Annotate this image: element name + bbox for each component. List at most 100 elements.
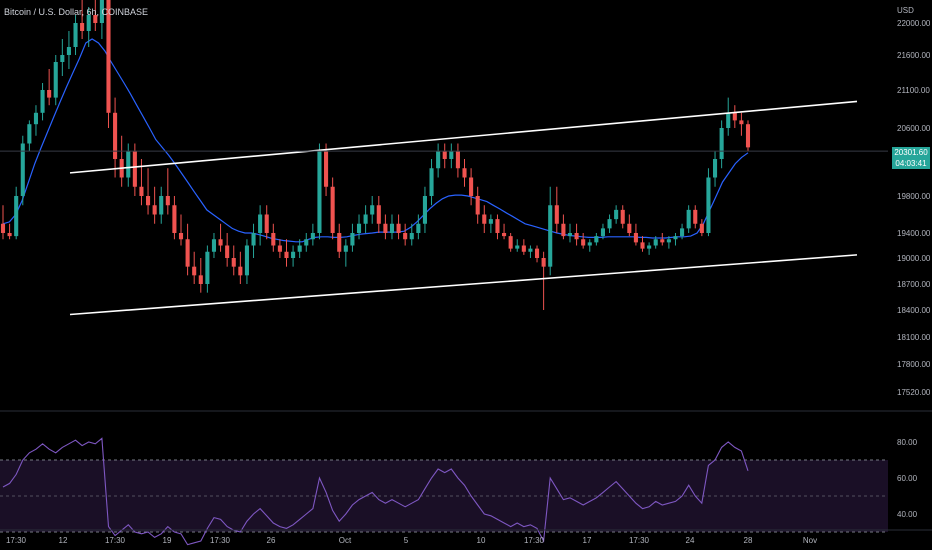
candle[interactable] — [0, 205, 6, 240]
candle-body[interactable] — [508, 236, 513, 249]
candle[interactable] — [712, 151, 718, 187]
candle[interactable] — [627, 214, 632, 237]
candle[interactable] — [165, 168, 170, 215]
candle[interactable] — [53, 55, 58, 106]
candle[interactable] — [159, 186, 164, 224]
candle[interactable] — [231, 245, 236, 276]
candle-body[interactable] — [330, 186, 335, 233]
candle[interactable] — [581, 233, 586, 249]
candle[interactable] — [699, 219, 704, 237]
candle-body[interactable] — [73, 23, 78, 47]
candle[interactable] — [436, 143, 441, 178]
candle[interactable] — [99, 0, 104, 39]
candle-body[interactable] — [607, 219, 612, 229]
candle[interactable] — [739, 112, 744, 136]
candle-body[interactable] — [126, 151, 131, 178]
candle-body[interactable] — [218, 239, 223, 246]
candle[interactable] — [528, 245, 533, 259]
candle-body[interactable] — [297, 245, 302, 252]
candle[interactable] — [680, 223, 685, 240]
candle-body[interactable] — [620, 209, 625, 224]
candle-body[interactable] — [192, 266, 197, 276]
candle[interactable] — [113, 97, 118, 178]
candle[interactable] — [502, 223, 507, 240]
candle-body[interactable] — [33, 112, 39, 125]
candle-body[interactable] — [337, 233, 342, 252]
candle[interactable] — [337, 223, 342, 258]
candle-body[interactable] — [20, 143, 25, 197]
candle[interactable] — [310, 223, 315, 246]
candle-body[interactable] — [561, 223, 566, 237]
candle-body[interactable] — [27, 124, 32, 144]
candle-body[interactable] — [277, 245, 282, 252]
candle-body[interactable] — [469, 177, 474, 197]
candle[interactable] — [534, 245, 540, 263]
candle-body[interactable] — [693, 209, 698, 224]
candle-body[interactable] — [211, 239, 217, 252]
candle[interactable] — [561, 214, 566, 240]
candle[interactable] — [363, 205, 368, 233]
candle[interactable] — [416, 214, 421, 240]
candle-body[interactable] — [567, 233, 573, 237]
candle-body[interactable] — [739, 120, 744, 125]
candle[interactable] — [653, 236, 658, 249]
candle-body[interactable] — [238, 266, 243, 276]
candle-body[interactable] — [482, 214, 487, 224]
candle-body[interactable] — [502, 233, 507, 237]
candle[interactable] — [620, 205, 625, 229]
candle[interactable] — [554, 186, 559, 233]
candle-body[interactable] — [587, 242, 592, 246]
candle[interactable] — [383, 214, 388, 240]
candle[interactable] — [238, 251, 243, 284]
candle[interactable] — [152, 186, 157, 224]
candle-body[interactable] — [40, 90, 45, 113]
candle-body[interactable] — [614, 209, 619, 220]
candle[interactable] — [541, 251, 546, 310]
candle-body[interactable] — [416, 223, 421, 233]
candle-body[interactable] — [495, 219, 500, 233]
candle-body[interactable] — [14, 196, 19, 237]
candle-body[interactable] — [640, 242, 645, 249]
candle[interactable] — [225, 233, 230, 267]
candle[interactable] — [198, 258, 203, 293]
candle[interactable] — [185, 223, 190, 276]
candle[interactable] — [304, 233, 309, 252]
candle-body[interactable] — [198, 275, 203, 284]
candle[interactable] — [132, 143, 137, 197]
candle-body[interactable] — [231, 258, 236, 267]
candle-body[interactable] — [488, 219, 493, 224]
candle[interactable] — [271, 223, 276, 252]
candle-body[interactable] — [706, 177, 711, 234]
candle[interactable] — [27, 120, 32, 152]
candle[interactable] — [647, 242, 652, 255]
candle-body[interactable] — [304, 239, 309, 246]
candle-body[interactable] — [53, 62, 58, 98]
candle-body[interactable] — [554, 205, 559, 224]
channel-line-upper[interactable] — [69, 100, 858, 174]
candle[interactable] — [343, 239, 348, 267]
candle[interactable] — [594, 233, 599, 246]
candle[interactable] — [244, 239, 249, 284]
candle-body[interactable] — [264, 214, 269, 234]
candle[interactable] — [376, 196, 381, 233]
candle-body[interactable] — [712, 159, 718, 178]
candle-body[interactable] — [225, 245, 230, 259]
candle[interactable] — [73, 15, 78, 55]
candle-body[interactable] — [284, 251, 289, 258]
candle[interactable] — [574, 223, 579, 246]
candle[interactable] — [350, 223, 355, 252]
candle[interactable] — [370, 196, 375, 224]
candle-body[interactable] — [99, 0, 104, 23]
candle[interactable] — [47, 69, 52, 106]
symbol-title[interactable]: Bitcoin / U.S. Dollar, 6h, COINBASE — [4, 7, 149, 17]
candle[interactable] — [205, 245, 210, 293]
candle-body[interactable] — [627, 223, 632, 233]
candle[interactable] — [324, 143, 329, 197]
candle-body[interactable] — [732, 112, 737, 121]
candle-body[interactable] — [60, 55, 65, 62]
candle-body[interactable] — [383, 223, 388, 233]
candle-body[interactable] — [396, 223, 401, 233]
candle[interactable] — [429, 159, 434, 206]
candle[interactable] — [66, 31, 71, 69]
candle-body[interactable] — [719, 128, 724, 159]
